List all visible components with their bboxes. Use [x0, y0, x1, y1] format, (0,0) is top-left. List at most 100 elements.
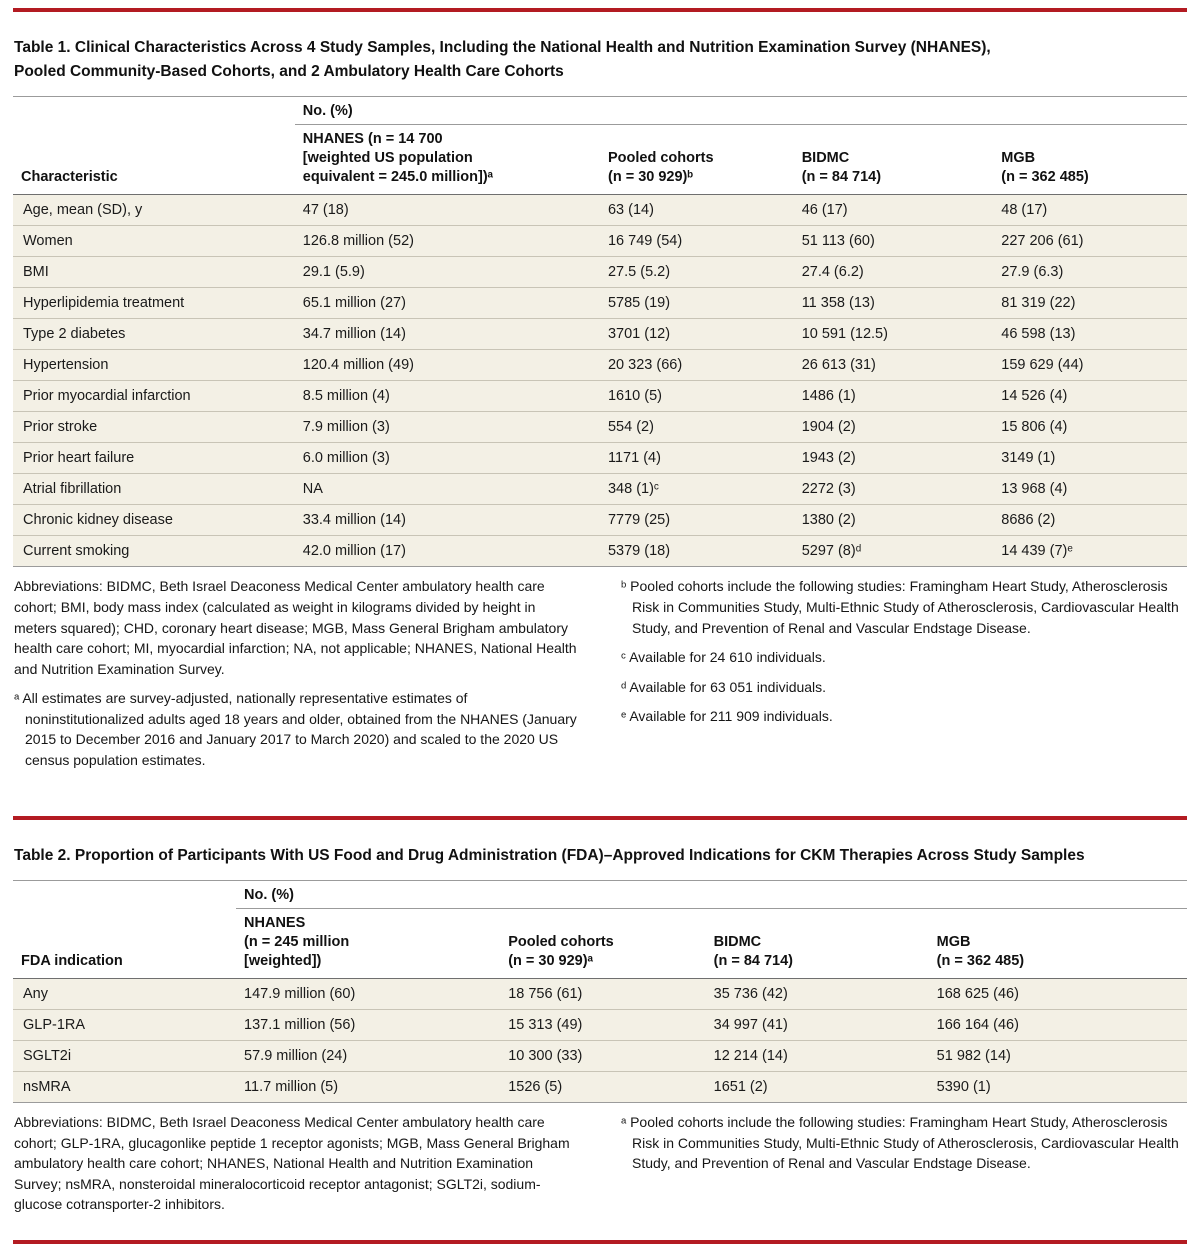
table1-stub-cell — [13, 96, 295, 125]
value-cell: 1610 (5) — [599, 380, 794, 413]
row-label-cell: Atrial fibrillation — [13, 473, 295, 506]
value-cell: 34.7 million (14) — [294, 318, 600, 351]
value-cell: 51 982 (14) — [928, 1040, 1187, 1072]
value-cell: 120.4 million (49) — [294, 349, 600, 382]
value-cell: 10 300 (33) — [500, 1040, 706, 1072]
table2-accent-rule — [13, 815, 1187, 820]
value-cell: 35 736 (42) — [705, 978, 929, 1010]
value-cell: 1526 (5) — [500, 1071, 706, 1103]
table1-group-header-row: No. (%) — [13, 96, 1187, 126]
value-cell: 227 206 (61) — [993, 225, 1187, 258]
table-row: BMI 29.1 (5.9) 27.5 (5.2) 27.4 (6.2) 27.9 (6… — [13, 256, 1187, 289]
table2-abbreviations-note: Abbreviations: BIDMC, Beth Israel Deacon… — [14, 1114, 570, 1213]
table2-group-header-cell: No. (%) — [236, 879, 1187, 909]
value-cell: 554 (2) — [599, 411, 794, 444]
table1-footnote-a: ᵃ All estimates are survey-adjusted, nat… — [14, 690, 577, 769]
value-cell: 3149 (1) — [993, 442, 1187, 475]
value-cell: 48 (17) — [993, 194, 1187, 227]
table2: No. (%) FDA indication NHANES (n = 245 m… — [13, 879, 1187, 1103]
value-cell: 33.4 million (14) — [294, 504, 600, 537]
value-cell: 166 164 (46) — [928, 1009, 1187, 1041]
table1-column-header-nhanes: NHANES (n = 14 700 [weighted US populati… — [294, 124, 600, 196]
table-row: Prior stroke 7.9 million (3) 554 (2) 1904 (… — [13, 411, 1187, 444]
table-row: Hyperlipidemia treatment 65.1 million (27… — [13, 287, 1187, 320]
value-cell: 14 526 (4) — [993, 380, 1187, 413]
table1-column-header-mgb: MGB (n = 362 485) — [993, 124, 1187, 196]
row-label-cell: Women — [13, 225, 295, 258]
table2-column-header-mgb: MGB (n = 362 485) — [928, 908, 1187, 980]
table-row: GLP-1RA 137.1 million (56) 15 313 (49) 34 9… — [13, 1009, 1187, 1041]
value-cell: 15 806 (4) — [993, 411, 1187, 444]
value-cell: 42.0 million (17) — [294, 535, 600, 568]
value-cell: 81 319 (22) — [993, 287, 1187, 320]
value-cell: 8686 (2) — [993, 504, 1187, 537]
row-label-cell: GLP-1RA — [13, 1009, 237, 1041]
row-label-cell: Age, mean (SD), y — [13, 194, 295, 227]
table2-column-header-fda-indication: FDA indication — [13, 908, 237, 980]
value-cell: 168 625 (46) — [928, 978, 1187, 1010]
value-cell: 46 598 (13) — [993, 318, 1187, 351]
value-cell: 15 313 (49) — [500, 1009, 706, 1041]
table2-column-header-bidmc: BIDMC (n = 84 714) — [705, 908, 929, 980]
table-row: Prior heart failure 6.0 million (3) 1171 (… — [13, 442, 1187, 475]
value-cell: 51 113 (60) — [793, 225, 994, 258]
table2-stub-cell — [13, 879, 237, 909]
value-cell: 137.1 million (56) — [236, 1009, 501, 1041]
value-cell: 3701 (12) — [599, 318, 794, 351]
value-cell: 11.7 million (5) — [236, 1071, 501, 1103]
value-cell: 5390 (1) — [928, 1071, 1187, 1103]
value-cell: 1171 (4) — [599, 442, 794, 475]
value-cell: 29.1 (5.9) — [294, 256, 600, 289]
table1-group-header-cell: No. (%) — [294, 96, 1187, 126]
value-cell: 1651 (2) — [705, 1071, 929, 1103]
table-row: Hypertension 120.4 million (49) 20 323 (66… — [13, 349, 1187, 382]
table1-section: Table 1. Clinical Characteristics Across… — [13, 8, 1187, 784]
table2-column-header-nhanes: NHANES (n = 245 million [weighted]) — [236, 908, 501, 980]
value-cell: 1486 (1) — [793, 380, 994, 413]
value-cell: 65.1 million (27) — [294, 287, 600, 320]
value-cell: 46 (17) — [793, 194, 994, 227]
value-cell: 18 756 (61) — [500, 978, 706, 1010]
row-label-cell: nsMRA — [13, 1071, 237, 1103]
table2-column-header-row: FDA indication NHANES (n = 245 million [… — [13, 908, 1187, 980]
value-cell: 12 214 (14) — [705, 1040, 929, 1072]
table-row: Current smoking 42.0 million (17) 5379 (18… — [13, 535, 1187, 568]
table2-body: Any 147.9 million (60) 18 756 (61) 35 736 (… — [13, 978, 1187, 1103]
row-label-cell: Prior stroke — [13, 411, 295, 444]
table2-title: Table 2. Proportion of Participants With… — [14, 846, 1085, 864]
row-label-cell: Any — [13, 978, 237, 1010]
row-label-cell: Type 2 diabetes — [13, 318, 295, 351]
value-cell: 47 (18) — [294, 194, 600, 227]
value-cell: 20 323 (66) — [599, 349, 794, 382]
table2-head: No. (%) FDA indication NHANES (n = 245 m… — [13, 879, 1187, 980]
table1-column-header-bidmc: BIDMC (n = 84 714) — [793, 124, 994, 196]
value-cell: 5297 (8)ᵈ — [793, 535, 994, 568]
table1-column-header-row: Characteristic NHANES (n = 14 700 [weigh… — [13, 124, 1187, 196]
row-label-cell: Hypertension — [13, 349, 295, 382]
table-row: Atrial fibrillation NA 348 (1)ᶜ 2272 (3) 13 … — [13, 473, 1187, 506]
value-cell: 7.9 million (3) — [294, 411, 600, 444]
value-cell: 2272 (3) — [793, 473, 994, 506]
table-row: nsMRA 11.7 million (5) 1526 (5) 1651 (2) 539… — [13, 1071, 1187, 1103]
value-cell: 27.4 (6.2) — [793, 256, 994, 289]
value-cell: 1904 (2) — [793, 411, 994, 444]
table1-body: Age, mean (SD), y 47 (18) 63 (14) 46 (17) 48… — [13, 194, 1187, 568]
bottom-accent-rule — [13, 1239, 1187, 1244]
table1-footnotes-right-column: ᵇ Pooled cohorts include the following s… — [621, 576, 1186, 779]
table1-footnotes: Abbreviations: BIDMC, Beth Israel Deacon… — [13, 567, 1187, 783]
row-label-cell: Prior myocardial infarction — [13, 380, 295, 413]
value-cell: 26 613 (31) — [793, 349, 994, 382]
table-row: Chronic kidney disease 33.4 million (14) 7… — [13, 504, 1187, 537]
table1-title: Table 1. Clinical Characteristics Across… — [14, 39, 991, 81]
table1-footnote-c: ᶜ Available for 24 610 individuals. — [621, 649, 826, 666]
table1: No. (%) Characteristic NHANES (n = 14 70… — [13, 96, 1187, 568]
table-row: SGLT2i 57.9 million (24) 10 300 (33) 12 214… — [13, 1040, 1187, 1072]
table2-group-header-row: No. (%) — [13, 879, 1187, 909]
table-row: Any 147.9 million (60) 18 756 (61) 35 736 (… — [13, 978, 1187, 1010]
table-row: Type 2 diabetes 34.7 million (14) 3701 (12… — [13, 318, 1187, 351]
table2-section: Table 2. Proportion of Participants With… — [13, 815, 1187, 1228]
table2-column-header-pooled-cohorts: Pooled cohorts (n = 30 929)ᵃ — [500, 908, 706, 980]
table1-footnote-e: ᵉ Available for 211 909 individuals. — [621, 708, 833, 725]
value-cell: 1380 (2) — [793, 504, 994, 537]
